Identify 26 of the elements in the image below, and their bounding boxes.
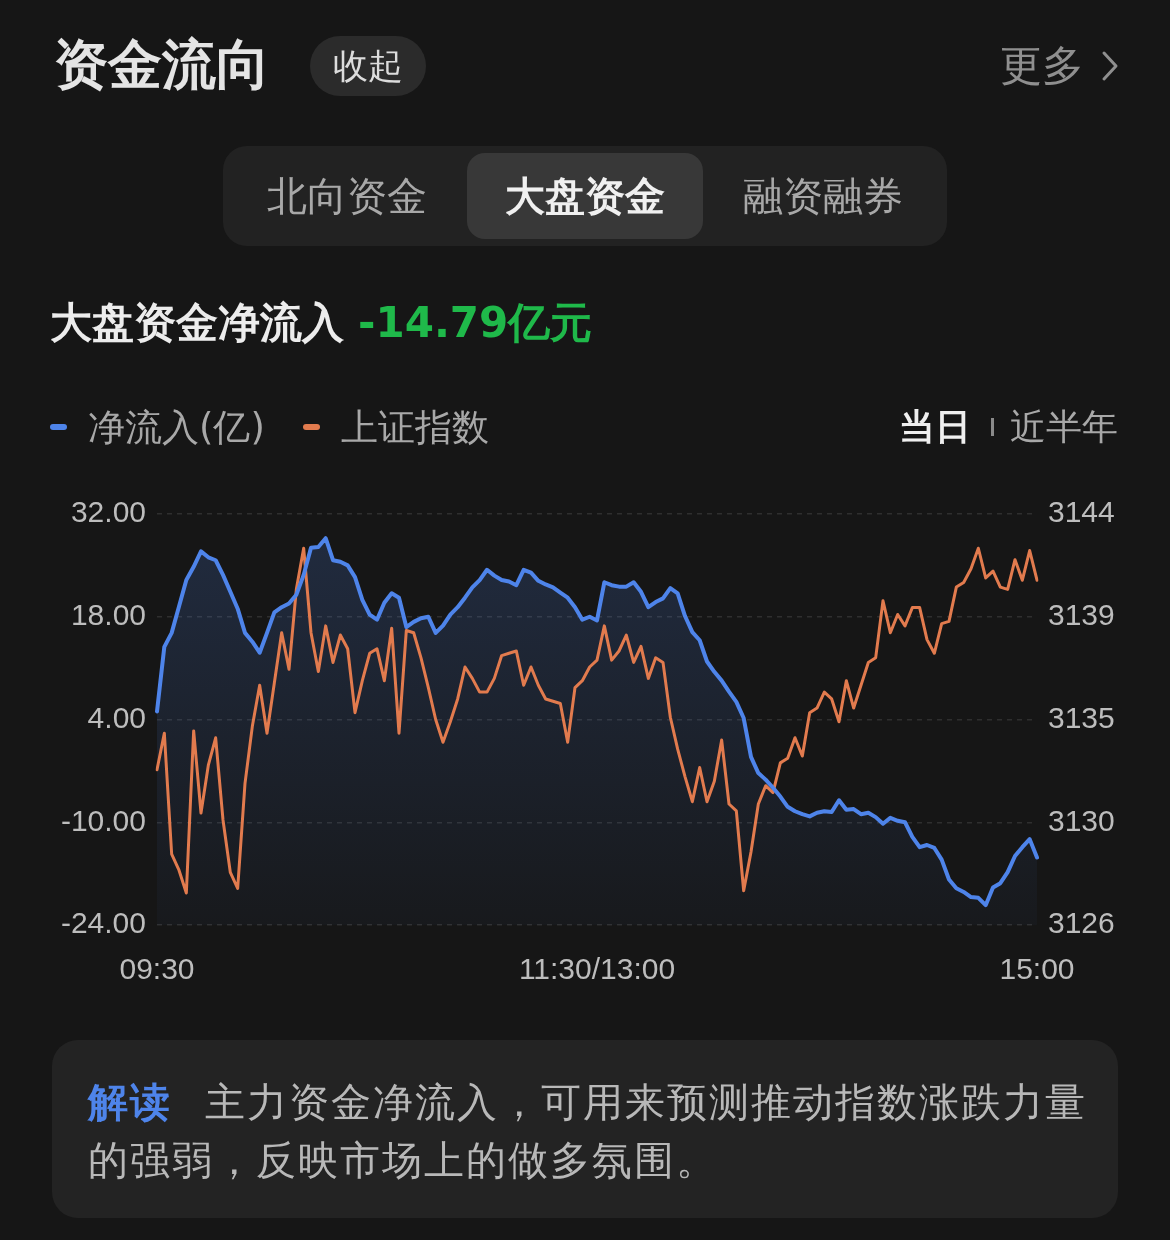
text: 近半年 (1010, 406, 1118, 447)
y-tick-label: 32.00 (70, 495, 146, 529)
x-tick-label: 15:00 (999, 952, 1075, 986)
y2-tick-label: 3130 (1048, 803, 1115, 837)
chart-title: 资金流向 (54, 33, 270, 96)
tab[interactable]: 北向资金 (229, 153, 465, 239)
note-card: 解读 主力资金净流入，可用来预测推动指数涨跌力量的强弱，反映市场上的做多氛围。 (52, 1040, 1118, 1218)
y2-tick-label: 3126 (1048, 906, 1115, 940)
x-tick-label: 09:30 (119, 952, 195, 986)
tab[interactable]: 融资融券 (705, 153, 941, 239)
y2-tick-label: 3135 (1048, 700, 1115, 734)
y-tick-label: -24.00 (60, 906, 146, 940)
y-tick-label: -10.00 (60, 803, 146, 837)
y2-tick-label: 3144 (1048, 495, 1115, 529)
text: 当日 (899, 406, 971, 447)
legend-label: 净流入(亿) (88, 405, 265, 449)
y2-tick-label: 3139 (1048, 598, 1115, 632)
tab[interactable]: 大盘资金 (467, 153, 703, 239)
chart-subtitle: 大盘资金净流入 (50, 298, 344, 347)
legend-label: 上证指数 (340, 405, 489, 449)
text: -14.79亿元 (358, 298, 593, 347)
y-tick-label: 18.00 (70, 598, 146, 632)
collapse-button[interactable]: 收起 (310, 36, 426, 96)
y-tick-label: 4.00 (87, 700, 146, 734)
text: 更多 (1000, 41, 1084, 90)
x-tick-label: 11:30/13:00 (518, 952, 676, 986)
